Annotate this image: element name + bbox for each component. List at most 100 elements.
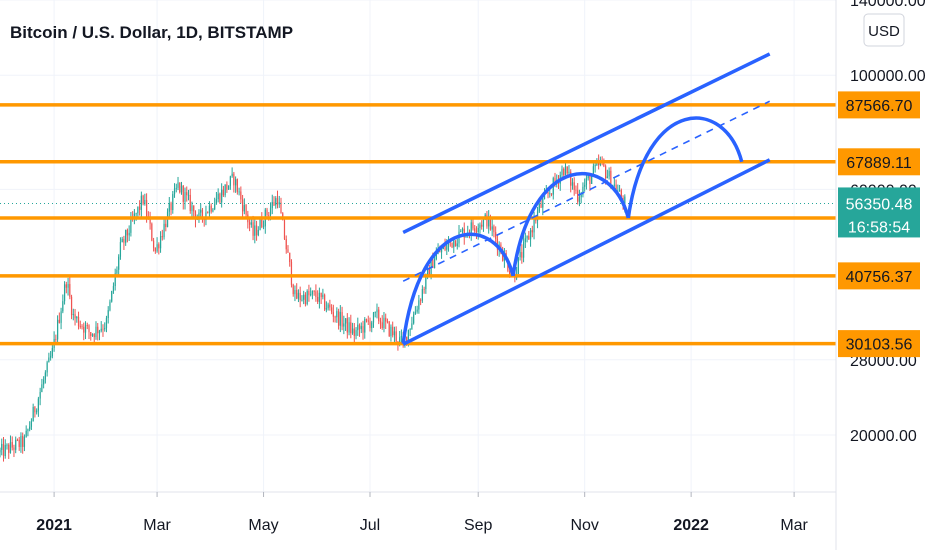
candle-body	[194, 211, 197, 220]
candle-body	[250, 222, 252, 225]
chart-title: Bitcoin / U.S. Dollar, 1D, BITSTAMP	[10, 23, 293, 42]
candle-body	[100, 328, 102, 331]
candle-body	[315, 291, 317, 298]
candle-body	[261, 218, 263, 227]
candle-body	[519, 252, 521, 258]
candle-body	[144, 200, 146, 204]
candle-body	[285, 239, 287, 250]
candle-body	[112, 286, 115, 292]
candle-body	[224, 184, 226, 196]
candle-body	[535, 219, 537, 221]
candle-body	[495, 232, 497, 240]
candle-body	[358, 324, 361, 330]
candle-body	[81, 326, 83, 327]
candle-body	[522, 241, 525, 258]
candle-body	[306, 291, 308, 305]
candle-body	[392, 326, 394, 336]
candle-body	[479, 224, 481, 228]
candle-body	[289, 252, 291, 263]
candle-body	[186, 192, 188, 196]
candle-body	[60, 311, 62, 323]
candle-body	[563, 168, 565, 176]
candle-body	[238, 191, 240, 193]
candle-body	[200, 209, 202, 213]
grid-layer	[0, 0, 836, 492]
candle-body	[550, 193, 553, 195]
candle-body	[214, 204, 216, 210]
candle-body	[6, 444, 8, 446]
candle-body	[44, 372, 46, 380]
level-price-label: 87566.70	[846, 98, 913, 115]
candle-body	[320, 292, 322, 298]
candle-body	[32, 407, 34, 422]
candle-body	[240, 191, 242, 200]
candle-body	[549, 193, 551, 195]
candle-body	[362, 326, 364, 333]
candle-body	[271, 201, 273, 209]
candle-body	[409, 329, 411, 330]
candle-body	[566, 166, 568, 174]
candle-body	[374, 312, 376, 314]
candle-body	[201, 209, 204, 218]
candle-body	[592, 166, 595, 176]
candle-body	[252, 222, 254, 236]
candle-body	[30, 421, 33, 427]
level-price-label: 67889.11	[846, 155, 912, 172]
candles-layer	[0, 154, 626, 462]
candle-body	[474, 228, 476, 232]
candle-body	[509, 270, 511, 275]
candle-body	[1, 443, 3, 451]
candle-body	[208, 205, 211, 213]
candle-body	[472, 222, 474, 229]
candle-body	[308, 291, 310, 296]
candle-body	[414, 311, 416, 315]
candle-body	[233, 173, 235, 186]
candle-body	[400, 336, 403, 338]
candle-body	[34, 407, 36, 413]
candle-body	[299, 292, 301, 301]
candle-body	[351, 328, 354, 334]
channel-drawings-layer	[401, 52, 771, 346]
candle-body	[77, 316, 80, 327]
candle-body	[337, 311, 340, 326]
horizontal-levels-layer	[0, 103, 836, 346]
candle-body	[55, 339, 57, 340]
candle-body	[118, 256, 120, 270]
candle-body	[142, 195, 144, 204]
candle-body	[364, 319, 366, 333]
candle-body	[90, 332, 92, 336]
candle-body	[36, 410, 38, 413]
candle-body	[287, 249, 289, 253]
candle-body	[435, 253, 437, 260]
candle-body	[37, 398, 40, 411]
price-labels-layer: 87566.7067889.1152810.4740756.3730103.56…	[838, 91, 920, 358]
candle-body	[245, 205, 247, 215]
candle-body	[173, 188, 176, 195]
candle-body	[395, 331, 397, 342]
candle-body	[310, 294, 312, 296]
candle-body	[606, 176, 608, 179]
candle-body	[582, 186, 584, 195]
candle-body	[13, 447, 15, 450]
candle-body	[585, 178, 588, 185]
candle-body	[119, 242, 122, 257]
candle-body	[343, 323, 345, 327]
candle-body	[615, 184, 617, 193]
candle-body	[4, 445, 6, 457]
candle-body	[372, 312, 375, 323]
candle-body	[139, 206, 141, 210]
candle-body	[268, 215, 270, 216]
currency-button[interactable]: USD	[863, 13, 905, 47]
candle-body	[70, 296, 73, 316]
candle-body	[9, 442, 12, 453]
candle-body	[18, 439, 20, 447]
candle-body	[322, 294, 324, 298]
candle-body	[348, 322, 350, 333]
candle-body	[236, 179, 238, 192]
candle-body	[568, 171, 570, 174]
candle-body	[266, 209, 268, 216]
candle-body	[418, 300, 420, 310]
candle-body	[269, 208, 272, 216]
